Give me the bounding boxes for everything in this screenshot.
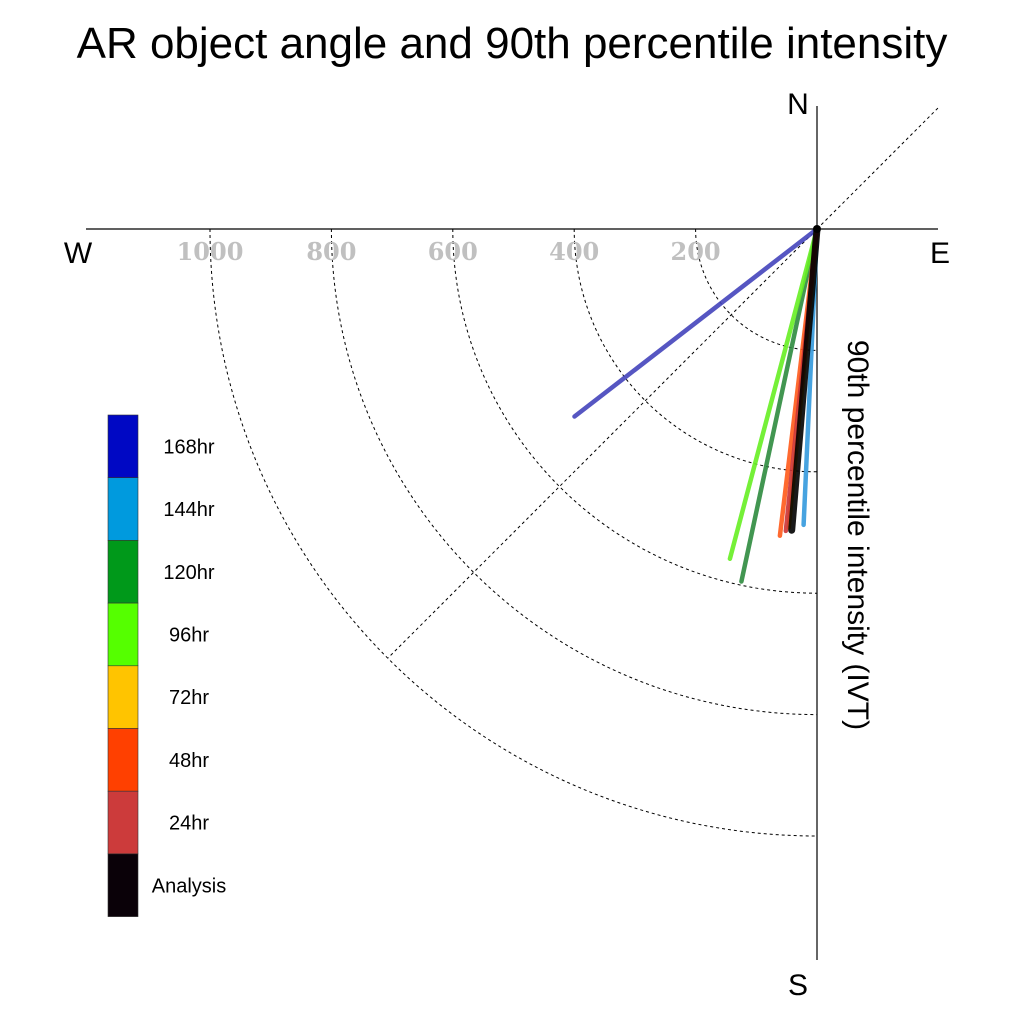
radial-ring-400	[573, 228, 818, 473]
legend-label: 96hr	[169, 625, 209, 647]
chart-title: AR object angle and 90th percentile inte…	[77, 19, 948, 68]
radial-tick-label: 1000	[177, 237, 244, 266]
direction-north: N	[787, 88, 809, 121]
series-line-120hr	[739, 226, 820, 584]
legend-swatch	[107, 790, 139, 855]
legend-label: 168hr	[163, 436, 214, 458]
legend-label: 24hr	[169, 813, 209, 835]
radial-ring-1000	[209, 228, 818, 837]
series-lines	[572, 225, 821, 584]
legend-swatch	[107, 540, 139, 604]
radial-ring-800	[330, 228, 818, 716]
legend-swatch	[107, 853, 139, 917]
direction-east: E	[930, 237, 950, 270]
origin-point	[813, 225, 821, 233]
diagonal-guide-sw	[387, 228, 818, 659]
legend-label: Analysis	[152, 875, 226, 897]
series-line-analysis	[788, 225, 821, 534]
series-line-96hr	[727, 226, 820, 562]
series-line-168hr	[572, 226, 820, 419]
radial-tick-label: 200	[671, 237, 721, 266]
legend-label: 144hr	[163, 499, 214, 521]
legend-label: 48hr	[169, 750, 209, 772]
radial-tick-labels: 200 400 600 800 1000	[177, 237, 721, 266]
legend-swatch	[107, 665, 139, 729]
legend-swatch	[107, 477, 139, 541]
radial-tick-label: 600	[428, 237, 478, 266]
legend-swatch	[107, 414, 139, 479]
direction-west: W	[64, 237, 93, 270]
radial-tick-label: 400	[549, 237, 599, 266]
radial-ring-600	[452, 228, 818, 594]
legend-swatch	[107, 728, 139, 792]
radial-tick-label: 800	[306, 237, 356, 266]
direction-south: S	[788, 969, 808, 1002]
legend: 168hr 144hr 120hr 96hr 72hr 48hr 24hr Analysis	[107, 414, 226, 917]
legend-label: 72hr	[169, 687, 209, 709]
legend-swatch	[107, 602, 139, 667]
diagonal-guide-ne	[816, 107, 939, 230]
legend-label: 120hr	[163, 562, 214, 584]
radial-axis-label: 90th percentile intensity (IVT)	[841, 340, 874, 730]
